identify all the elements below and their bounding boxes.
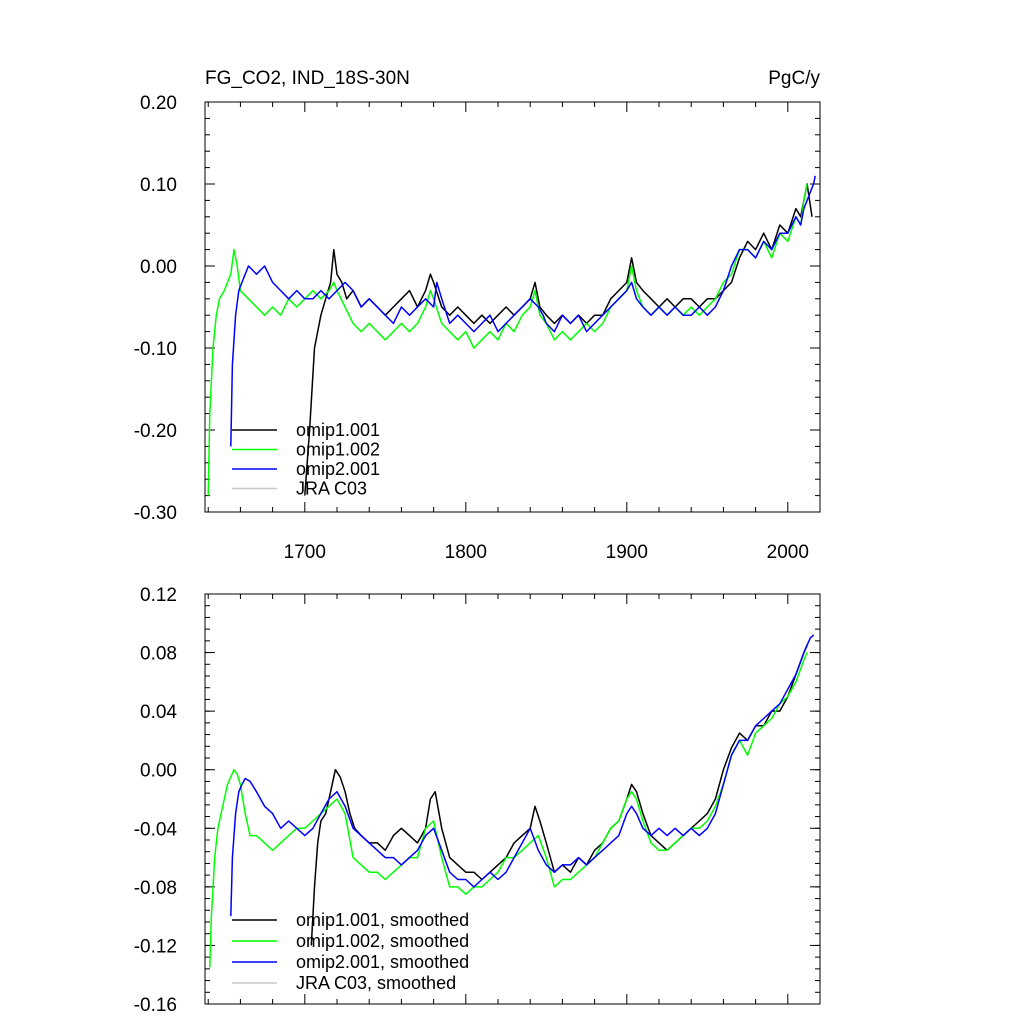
series-line-omip1-002-smoothed xyxy=(209,652,808,968)
legend-label: omip2.001 xyxy=(296,459,380,479)
series-line-omip2-001-smoothed xyxy=(230,634,815,917)
y-tick-label: 0.12 xyxy=(140,585,177,606)
y-tick-label: -0.10 xyxy=(134,339,177,360)
top-panel-units: PgC/y xyxy=(768,68,820,89)
bottom-panel-series xyxy=(209,634,815,968)
x-tick-label: 1700 xyxy=(284,542,326,563)
legend-label: omip1.002 xyxy=(296,440,380,460)
x-tick-label: 1800 xyxy=(445,542,487,563)
legend-label: omip1.001, smoothed xyxy=(296,910,469,930)
y-tick-label: 0.20 xyxy=(140,93,177,114)
x-tick-label: 2000 xyxy=(767,542,809,563)
bottom-panel-frame xyxy=(204,593,821,1005)
series-line-omip1-001 xyxy=(304,183,813,496)
y-tick-label: 0.00 xyxy=(140,257,177,278)
y-tick-label: -0.04 xyxy=(134,819,178,840)
y-tick-label: -0.30 xyxy=(134,503,177,524)
y-tick-label: 0.00 xyxy=(140,761,177,782)
y-tick-label: -0.20 xyxy=(134,421,177,442)
series-line-omip1-002 xyxy=(207,183,808,496)
y-tick-label: 0.08 xyxy=(140,644,177,665)
legend-label: omip1.002, smoothed xyxy=(296,931,469,951)
series-line-omip1-001-smoothed xyxy=(310,644,808,946)
x-tick-label: 1900 xyxy=(606,542,648,563)
top-panel: FG_CO2, IND_18S-30N PgC/y 0.20 0.10 0.00 -0… xyxy=(134,68,821,563)
legend-label: omip2.001, smoothed xyxy=(296,952,469,972)
y-tick-label: 0.04 xyxy=(140,702,177,723)
top-panel-series xyxy=(207,175,816,496)
y-tick-label: -0.12 xyxy=(134,936,177,957)
top-panel-ticks: 0.20 0.10 0.00 -0.10 -0.20 -0.30 1700 1800 1900 2… xyxy=(134,93,821,563)
y-tick-label: -0.16 xyxy=(134,995,177,1016)
legend-label: JRA C03, smoothed xyxy=(296,973,456,993)
legend-label: omip1.001 xyxy=(296,420,380,440)
series-line-omip2-001 xyxy=(230,175,816,447)
y-tick-label: -0.08 xyxy=(134,878,177,899)
legend-label: JRA C03 xyxy=(296,479,367,499)
bottom-panel: 0.12 0.08 0.04 0.00 -0.04 -0.08 -0.12 -0.16 omi… xyxy=(134,585,821,1016)
top-panel-title: FG_CO2, IND_18S-30N xyxy=(205,68,410,89)
top-panel-frame xyxy=(204,101,821,513)
y-tick-label: 0.10 xyxy=(140,175,177,196)
bottom-panel-ticks: 0.12 0.08 0.04 0.00 -0.04 -0.08 -0.12 -0.16 xyxy=(134,585,821,1016)
